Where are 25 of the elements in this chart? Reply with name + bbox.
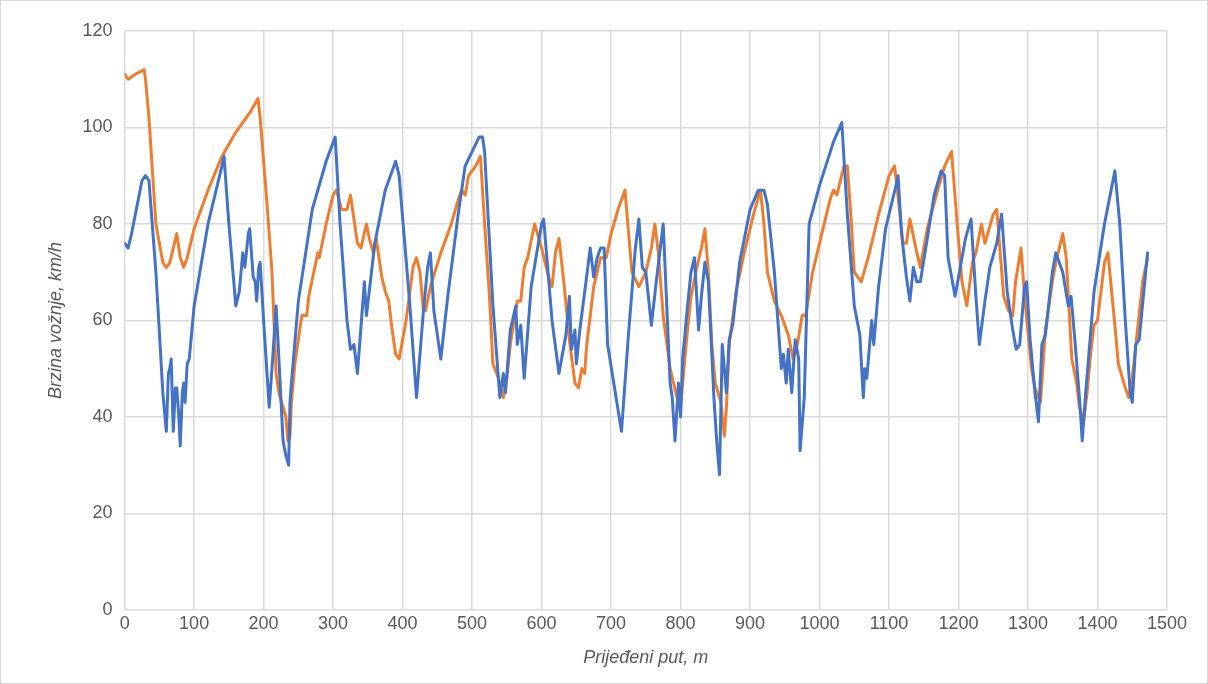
x-tick-label: 1400 bbox=[1077, 612, 1118, 633]
y-tick-label: 100 bbox=[82, 116, 113, 137]
x-tick-label: 200 bbox=[248, 612, 279, 633]
y-tick-label: 20 bbox=[92, 502, 113, 523]
x-tick-label: 300 bbox=[318, 612, 349, 633]
y-tick-label: 60 bbox=[92, 309, 113, 330]
x-tick-label: 1100 bbox=[869, 612, 909, 633]
y-tick-label: 80 bbox=[92, 212, 113, 233]
y-tick-label: 120 bbox=[82, 19, 113, 40]
x-tick-label: 1500 bbox=[1146, 612, 1188, 633]
x-tick-label: 800 bbox=[665, 612, 696, 633]
x-tick-label: 900 bbox=[735, 612, 766, 633]
x-tick-label: 1200 bbox=[938, 612, 979, 633]
y-tick-label: 40 bbox=[92, 405, 113, 426]
x-tick-label: 1300 bbox=[1007, 612, 1049, 633]
x-tick-label: 400 bbox=[387, 612, 418, 633]
x-tick-label: 700 bbox=[596, 612, 627, 633]
y-axis-title: Brzina vožnje, km/h bbox=[44, 241, 65, 399]
x-tick-label: 100 bbox=[179, 612, 210, 633]
x-tick-label: 600 bbox=[526, 612, 557, 633]
x-tick-label: 0 bbox=[119, 612, 130, 633]
x-tick-label: 500 bbox=[457, 612, 488, 633]
x-tick-label: 1000 bbox=[799, 612, 840, 633]
x-axis-title: Prijeđeni put, m bbox=[583, 647, 709, 668]
y-tick-label: 0 bbox=[102, 598, 113, 619]
